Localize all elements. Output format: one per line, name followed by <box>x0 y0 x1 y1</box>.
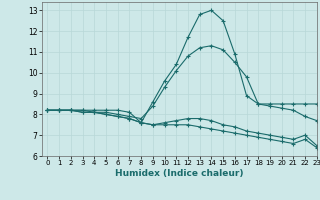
X-axis label: Humidex (Indice chaleur): Humidex (Indice chaleur) <box>115 169 244 178</box>
